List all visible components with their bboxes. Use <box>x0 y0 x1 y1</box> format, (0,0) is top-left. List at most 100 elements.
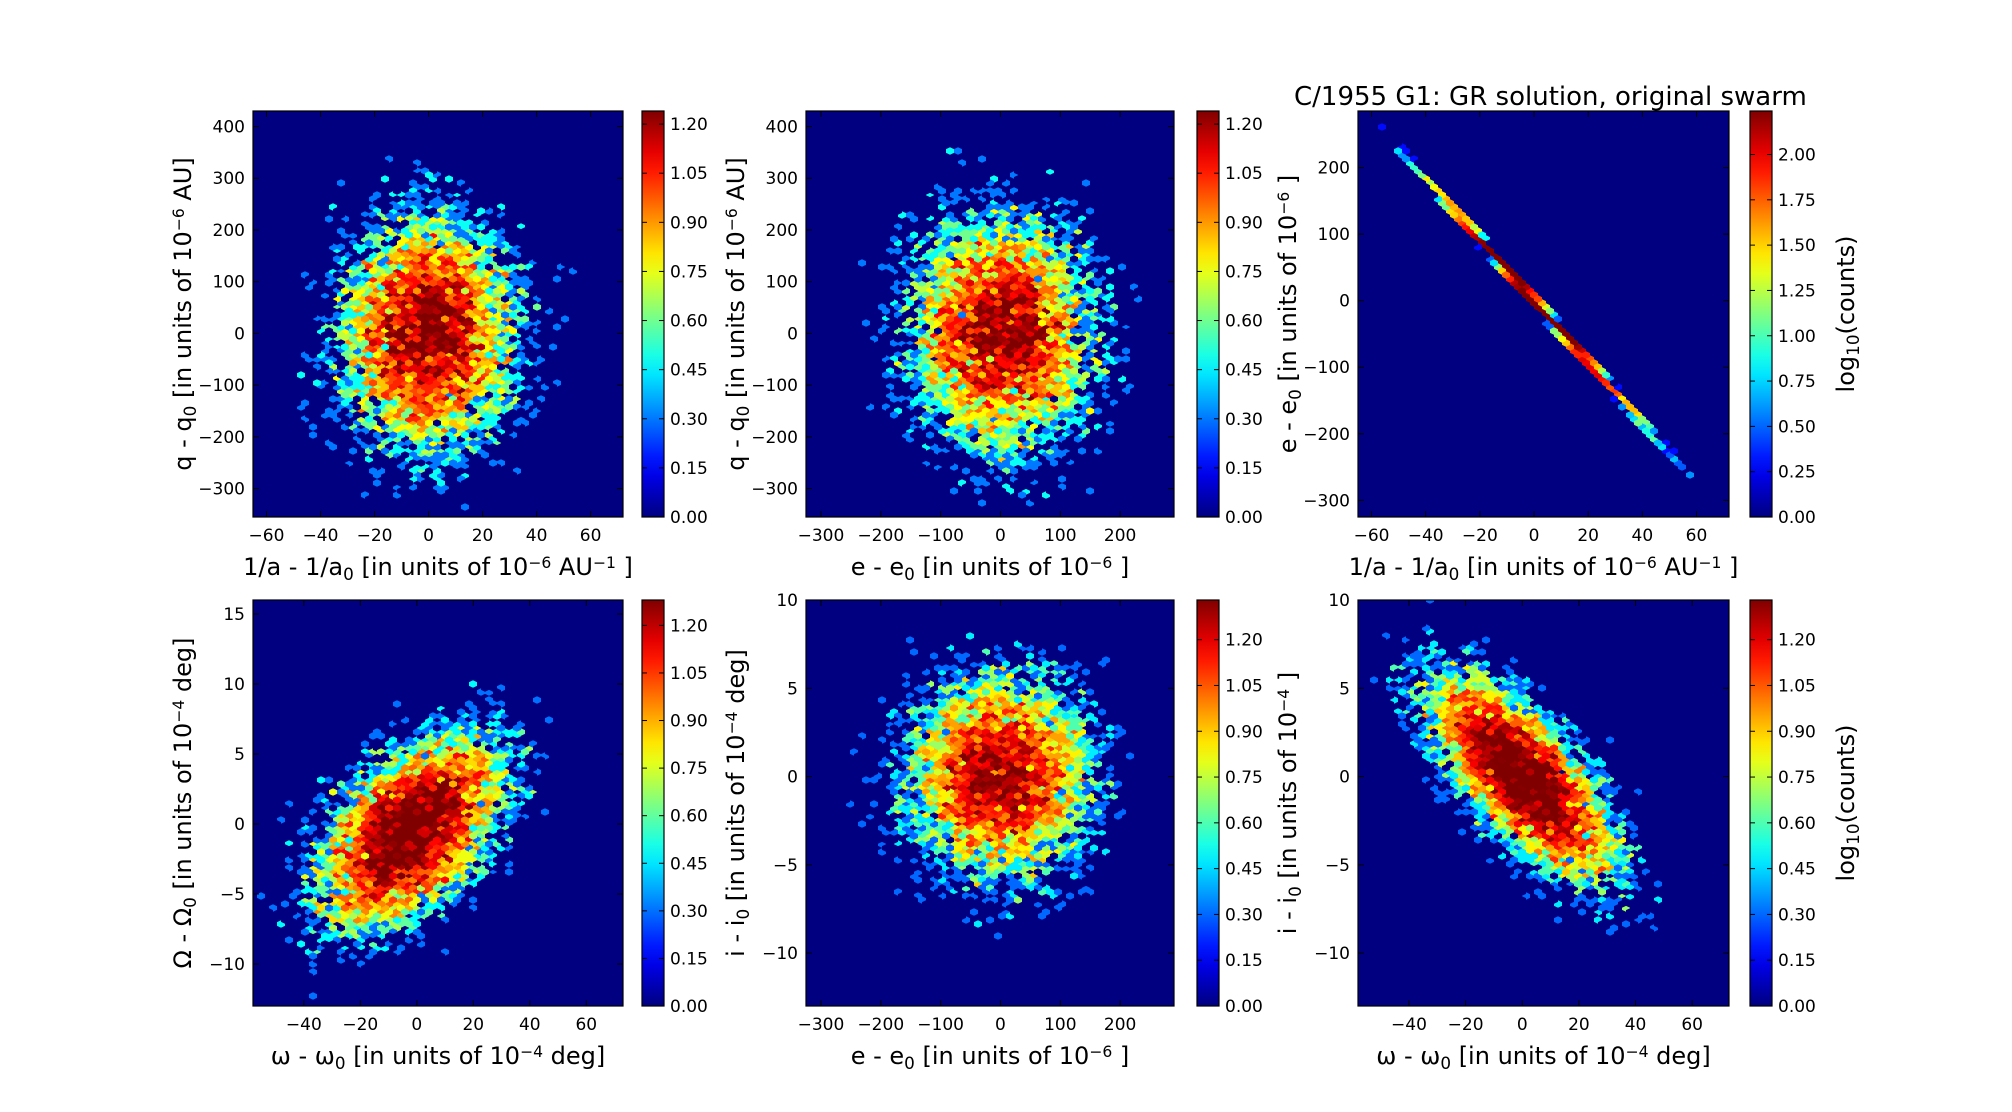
hexbin-cell <box>1094 399 1102 407</box>
hexbin-cell <box>922 323 930 331</box>
hexbin-cell <box>1082 475 1090 483</box>
hexbin-cell <box>1686 471 1694 479</box>
hexbin-cell <box>477 263 485 271</box>
hexbin-cell <box>1070 423 1078 431</box>
hexbin-cell <box>1002 507 1010 515</box>
hexbin-cell <box>321 459 329 467</box>
hexbin-cell <box>533 303 541 311</box>
hexbin-cell <box>1070 127 1078 135</box>
hexbin-cell <box>497 451 505 459</box>
colorbar-gradient <box>1749 110 1773 518</box>
hexbin-cell <box>1034 275 1042 283</box>
hexbin-cell <box>862 319 870 327</box>
colorbar-tick-label: 2.00 <box>1778 146 1816 166</box>
hexbin-cell <box>305 227 313 235</box>
hexbin-cell <box>1090 219 1098 227</box>
hexbin-cell <box>413 351 421 359</box>
hexbin-cell <box>325 263 333 271</box>
hexbin-cell <box>369 331 377 339</box>
hexbin-cell <box>337 363 345 371</box>
hexbin-cell <box>974 463 982 471</box>
hexbin-cell <box>501 335 509 343</box>
hexbin-cell <box>461 287 469 295</box>
hexbin-cell <box>978 371 986 379</box>
hexbin-cell <box>1094 287 1102 295</box>
hexbin-cell <box>433 836 441 844</box>
hexbin-cell <box>1106 483 1114 491</box>
hexbin-cell <box>477 207 485 215</box>
hexbin-cell <box>846 215 854 223</box>
hexbin-cell <box>477 407 485 415</box>
hexbin-cell <box>481 235 489 243</box>
hexbin-cell <box>525 399 533 407</box>
hexbin-cell <box>1574 351 1582 359</box>
hexbin-cell <box>934 391 942 399</box>
hexbin-cell <box>1118 247 1126 255</box>
hexbin-cell <box>437 247 445 255</box>
hexbin-cell <box>938 467 946 475</box>
hexbin-cell <box>1074 307 1082 315</box>
hexbin-cell <box>1010 467 1018 475</box>
hexbin-cell <box>409 443 417 451</box>
hexbin-cell <box>1086 207 1094 215</box>
hexbin-cell <box>1126 415 1134 423</box>
hexbin-cell <box>1034 443 1042 451</box>
hexbin-cell <box>1094 247 1102 255</box>
hexbin-cell <box>1078 319 1086 327</box>
hexbin-cell <box>894 207 902 215</box>
hexbin-cell <box>309 367 317 375</box>
hexbin-cell <box>341 199 349 207</box>
x-tick-label: −60 <box>249 526 285 546</box>
hexbin-cell <box>1138 331 1146 339</box>
hexbin-cell <box>1010 459 1018 467</box>
hexbin-cell <box>393 523 401 531</box>
hexbin-cell <box>834 371 842 379</box>
hexbin-cell <box>429 247 437 255</box>
hexbin-cell <box>321 363 329 371</box>
hexbin-cell <box>1018 435 1026 443</box>
hexbin-cell <box>1126 367 1134 375</box>
hexbin-cell <box>870 327 878 335</box>
hexbin-cell <box>1058 283 1066 291</box>
hexbin-cell <box>465 467 473 475</box>
hexbin-cell <box>866 371 874 379</box>
hexbin-cell <box>461 391 469 399</box>
hexbin-cell <box>333 255 341 263</box>
hexbin-cell <box>517 287 525 295</box>
hexbin-cell <box>1070 367 1078 375</box>
hexbin-cell <box>397 287 405 295</box>
hexbin-cell <box>373 215 381 223</box>
hexbin-cell <box>870 199 878 207</box>
hexbin-cell <box>385 195 393 203</box>
hexbin-cell <box>966 383 974 391</box>
hexbin-cell <box>1122 427 1130 435</box>
hexbin-cell <box>1102 335 1110 343</box>
colorbar-tick-label: 0.00 <box>1225 508 1263 528</box>
hexbin-cell <box>1094 383 1102 391</box>
hexbin-cell <box>942 199 950 207</box>
hexbin-cell <box>974 263 982 271</box>
hexbin-cell <box>485 351 493 359</box>
hexbin-cell <box>1086 287 1094 295</box>
hexbin-cell <box>994 355 1002 363</box>
hexbin-cell <box>1006 255 1014 263</box>
hexbin-cell <box>930 363 938 371</box>
hexbin-cell <box>333 311 341 319</box>
hexbin-cell <box>357 151 365 159</box>
hexbin-cell <box>1050 419 1058 427</box>
hexbin-cell <box>393 852 401 860</box>
hexbin-cell <box>377 275 385 283</box>
hexbin-cell <box>1002 459 1010 467</box>
hexbin-cell <box>421 375 429 383</box>
hexbin-cell <box>1022 335 1030 343</box>
hexbin-cell <box>1018 203 1026 211</box>
hexbin-cell <box>513 459 521 467</box>
hexbin-cell <box>1518 279 1526 287</box>
hexbin-cell <box>289 387 297 395</box>
hexbin-cell <box>349 455 357 463</box>
hexbin-cell <box>321 251 329 259</box>
colorbar-tick-label: 1.00 <box>1778 327 1816 347</box>
hexbin-cell <box>397 487 405 495</box>
hexbin-cell <box>1018 187 1026 195</box>
hexbin-cell <box>465 403 473 411</box>
